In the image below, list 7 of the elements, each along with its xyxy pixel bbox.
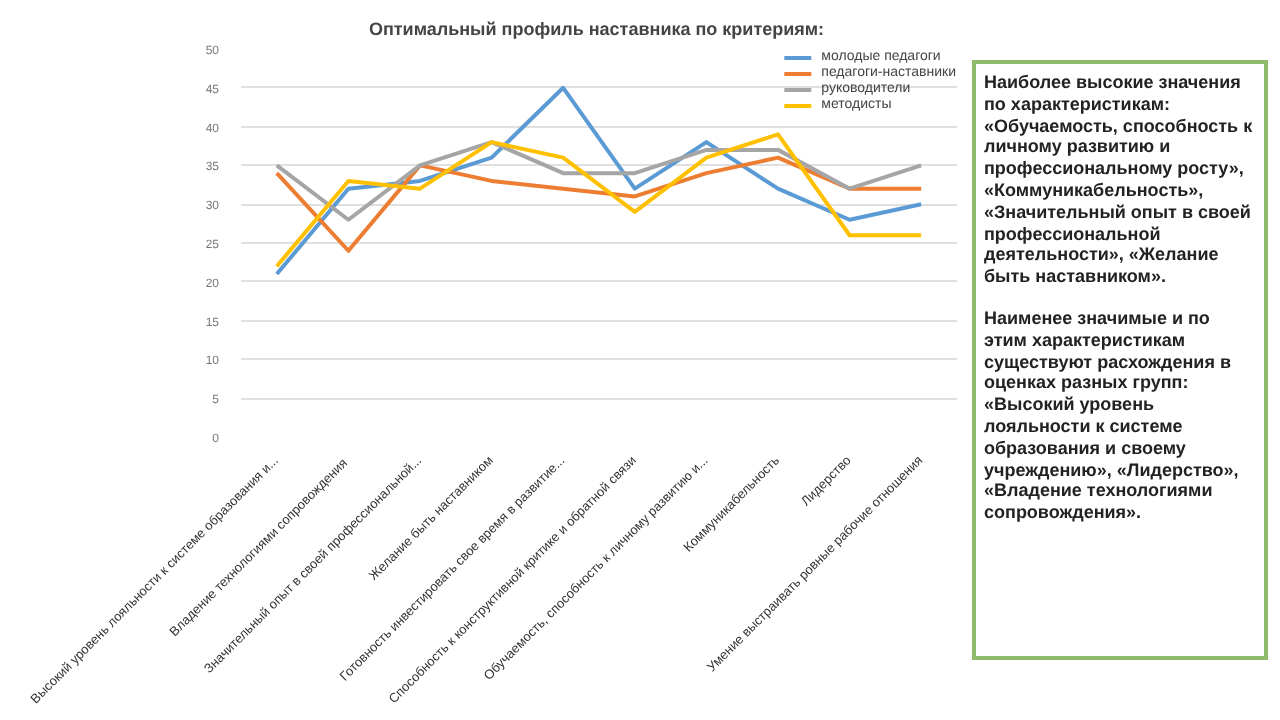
text: Наименее значимые и по этим характеристикам существуют расхождения в оценках разных групп: «Высокий уровень лояльности к системе образования и своему учреждению», «Лидерство», «Владение технологиями сопровождения». [984,307,1239,523]
line-series [274,155,924,253]
text: Наиболее высокие значения по характеристикам: «Обучаемость, способность к личному развитию и профессиональному росту», «Коммуникабельность», «Значительный опыт в своей профессиональной деятельности», «Желание быть наставником». [984,72,1253,287]
line-series [274,132,924,269]
line-series [274,85,924,277]
chart-title: Оптимальный профиль наставника по критериям: [368,19,825,39]
line-series [274,140,924,222]
